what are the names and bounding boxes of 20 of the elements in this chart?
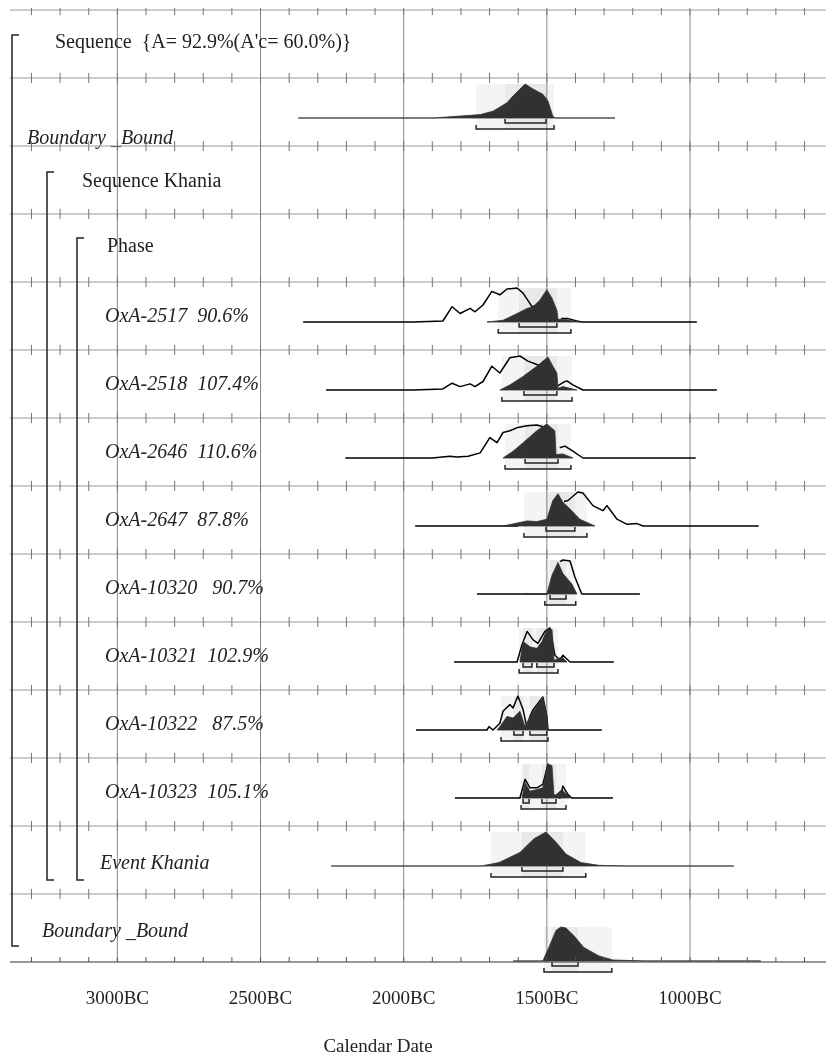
chart-title: Boundary _Bound [42, 919, 190, 942]
text: OxA-2646 110.6% [105, 440, 258, 462]
x-tick-label: 2000BC [372, 986, 436, 1008]
x-tick-label: 1500BC [515, 986, 579, 1008]
text: Phase [107, 234, 154, 256]
text: Sequence {A= 92.9%(A'c= 60.0%)} [55, 30, 352, 53]
x-tick-label: 3000BC [85, 986, 150, 1008]
text: OxA-10323 105.1% [105, 780, 269, 802]
text: OxA-2517 90.6% [105, 304, 249, 326]
x-tick-label: 1000BC [658, 986, 722, 1008]
text: OxA-2647 87.8% [105, 508, 249, 530]
text: OxA-10322 87.5% [105, 712, 264, 734]
text: OxA-2518 107.4% [105, 372, 259, 394]
text: Event Khania [99, 851, 210, 873]
x-tick-label: 2500BC [228, 986, 293, 1008]
text: Sequence Khania [82, 169, 222, 192]
text: OxA-10320 90.7% [105, 576, 264, 598]
text: OxA-10321 102.9% [105, 644, 269, 666]
text: Boundary _Bound [27, 126, 175, 149]
x-axis-title: Calendar Date [323, 1034, 433, 1056]
